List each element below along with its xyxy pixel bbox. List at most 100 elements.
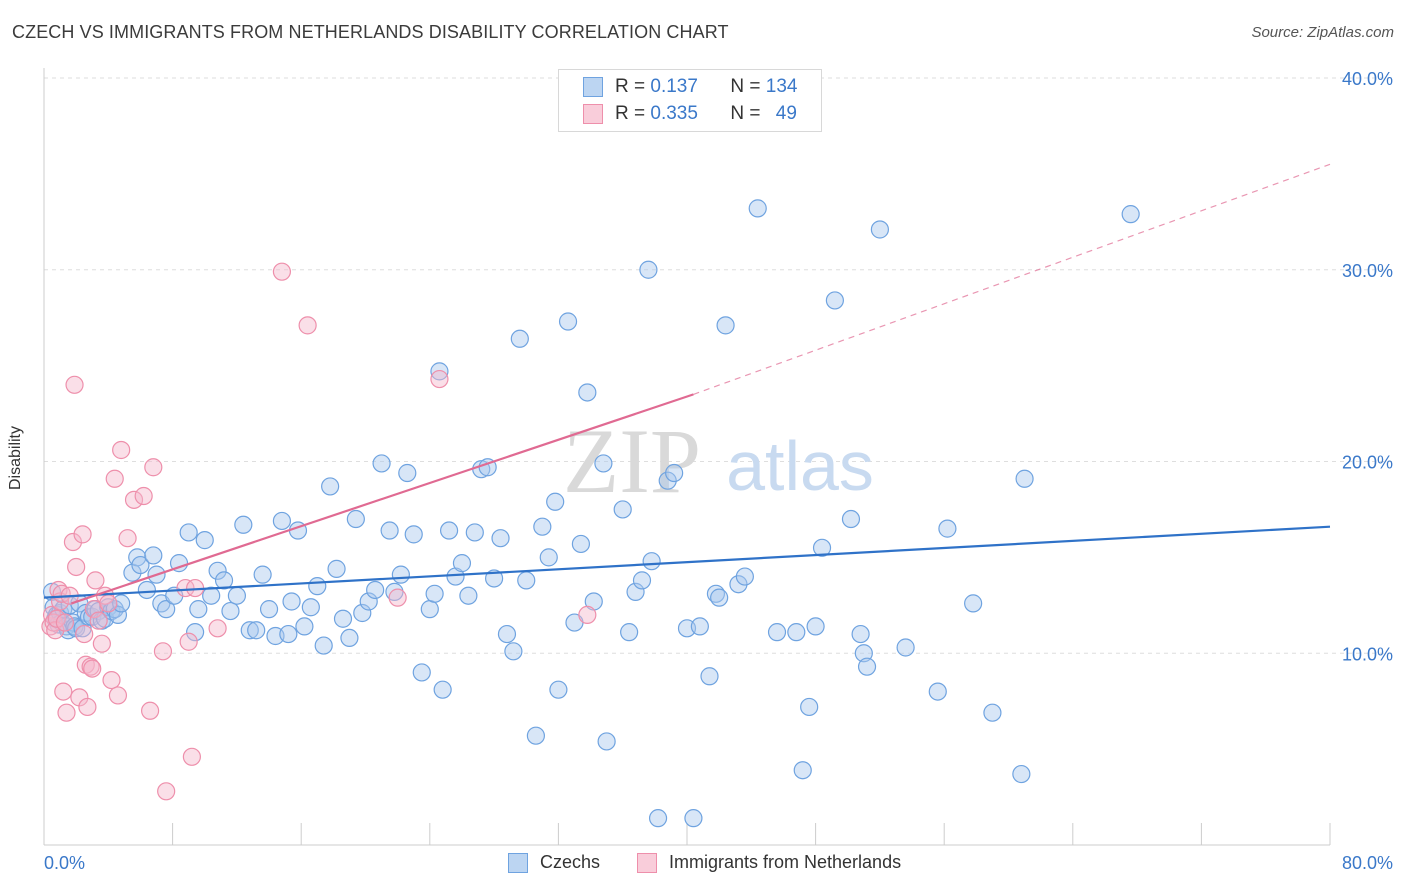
legend-label-netherlands: Immigrants from Netherlands [669,852,902,872]
netherlands-point [54,682,73,701]
czech-point [398,463,417,483]
r-label: R = [615,76,646,97]
czech-point [169,554,189,573]
czech-point [748,199,767,218]
netherlands-point [578,605,597,625]
series-legend: Czechs Immigrants from Netherlands [0,852,1406,876]
n-value: 49 [775,103,797,124]
r-value: 0.335 [650,103,698,124]
czech-point [533,517,552,536]
netherlands-point [86,571,105,590]
czech-point [295,617,314,636]
netherlands-point [89,611,108,630]
czech-point [571,534,591,554]
czech-point [372,454,391,473]
legend-swatch-netherlands [583,104,603,124]
netherlands-point [182,747,201,766]
czech-point [272,511,292,531]
netherlands-point [118,529,137,548]
gridlines [44,77,1395,654]
czech-point [793,761,812,780]
czech-point [497,624,517,644]
czech-point [549,680,568,699]
netherlands-point [208,619,227,638]
n-label: N = [730,76,761,97]
czech-point [157,600,176,619]
czech-point [346,509,365,529]
trend-lines [43,163,1331,605]
czech-point [854,644,873,663]
source-label: Source: ZipAtlas.com [1251,24,1394,41]
czech-point [439,521,459,540]
netherlands-point [272,262,292,281]
czech-point [353,603,372,623]
czech-point [964,594,983,613]
czech-point [314,636,333,655]
czech-point [767,623,787,642]
czech-point [240,621,259,640]
watermark-zip: ZIP [563,410,701,512]
czech-point [279,624,298,644]
r-label: R = [615,103,646,124]
czech-point [333,609,353,628]
czech-point [433,680,452,699]
czech-point [597,732,616,751]
czech-point [620,623,639,642]
czech-point [812,538,832,557]
czech-point [517,571,536,590]
netherlands-point [55,613,74,632]
czech-point [485,569,504,588]
netherlands-point [176,578,195,598]
watermark-atlas: atlas [726,427,874,505]
netherlands-point [153,642,173,661]
x-tick-label: 80.0% [1342,853,1393,873]
n-label: N = [730,103,761,124]
czech-point [526,726,545,745]
czech-point [546,492,565,511]
czech-trend-line [43,525,1331,599]
czech-point [684,809,703,828]
netherlands-point [63,532,83,552]
x-tick-label: 0.0% [44,853,85,873]
legend-swatch-netherlands [637,852,657,873]
y-tick-label: 30.0% [1342,261,1393,281]
czech-point [234,515,253,534]
czech-point [186,623,205,642]
czech-point [391,565,410,584]
r-value: 0.137 [650,76,698,97]
czech-point [648,809,668,828]
czech-point [787,623,806,642]
czech-point [189,600,208,619]
czech-point [825,291,844,310]
czech-point [983,703,1002,722]
czech-point [430,362,449,381]
netherlands-point [388,588,407,607]
czech-point [359,592,378,611]
czech-point [716,316,735,335]
czech-point [539,548,558,567]
czech-point [1015,469,1034,488]
czech-point [465,523,484,542]
czech-point [452,554,472,573]
czech-point [340,628,359,648]
czech-point [841,509,861,529]
czech-point [851,624,870,644]
netherlands-point [65,375,84,394]
legend-item-netherlands[interactable]: Immigrants from Netherlands [637,852,901,873]
czech-point [558,312,578,331]
czech-point [1012,764,1031,784]
czech-point [578,383,597,402]
czech-point [626,582,645,601]
czech-point [412,663,431,682]
czech-point [208,561,227,580]
czech-point [253,565,272,584]
czech-point [131,555,150,575]
legend-item-czechs[interactable]: Czechs [508,852,600,873]
netherlands-point [99,594,118,613]
czech-point [327,559,346,578]
czech-point [137,580,156,600]
czech-point [282,592,301,611]
czech-point [301,598,320,617]
legend-row-netherlands: R = 0.335 N = 49 [583,102,797,126]
netherlands-trend-extension [693,163,1331,395]
